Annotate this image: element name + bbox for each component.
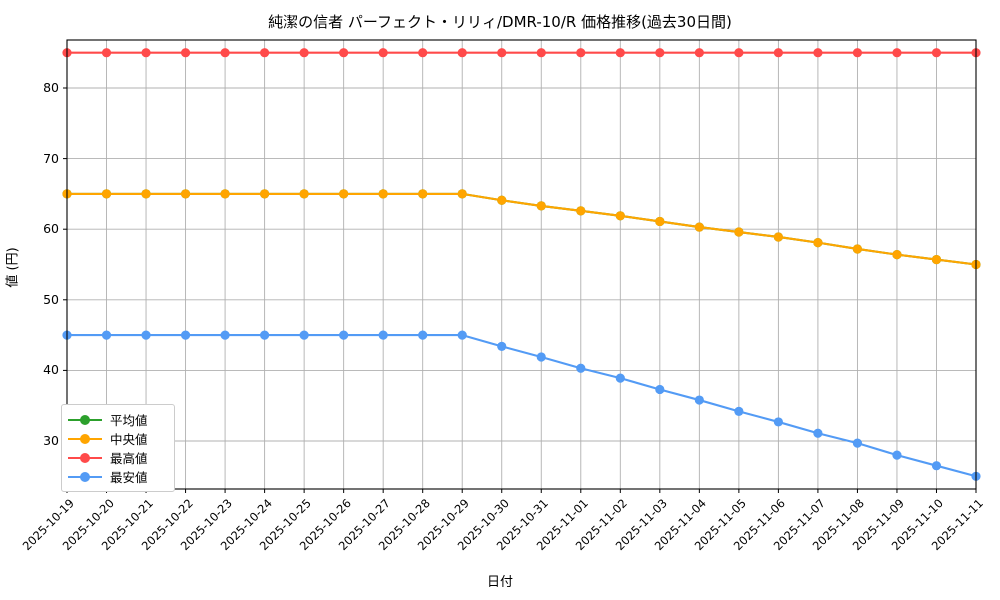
y-tick-label: 40 <box>43 362 59 378</box>
y-tick-label: 30 <box>43 432 59 448</box>
y-tick-label: 70 <box>43 150 59 166</box>
legend-marker-icon <box>68 413 102 427</box>
legend-item-label: 平均値 <box>110 413 148 428</box>
chart-title: 純潔の信者 パーフェクト・リリィ/DMR-10/R 価格推移(過去30日間) <box>268 13 732 31</box>
legend-item-1[interactable]: 中央値 <box>68 429 167 448</box>
x-axis-label: 日付 <box>486 575 513 590</box>
y-axis-label: 値 (円) <box>5 247 21 288</box>
legend-item-0[interactable]: 平均値 <box>68 410 167 429</box>
legend-item-label: 中央値 <box>110 432 148 447</box>
legend-marker-icon <box>68 451 102 465</box>
y-tick-label: 50 <box>43 291 59 307</box>
chart-legend: 平均値中央値最高値最安値 <box>61 404 175 492</box>
legend-item-2[interactable]: 最高値 <box>68 448 167 467</box>
legend-marker-icon <box>68 470 102 484</box>
series-3 <box>62 330 981 481</box>
legend-marker-icon <box>68 432 102 446</box>
y-tick-label: 60 <box>43 221 59 237</box>
y-tick-label: 80 <box>43 80 59 95</box>
legend-item-3[interactable]: 最安値 <box>68 467 167 486</box>
legend-item-label: 最安値 <box>110 470 148 485</box>
series-2 <box>62 48 981 58</box>
legend-item-label: 最高値 <box>110 451 148 466</box>
